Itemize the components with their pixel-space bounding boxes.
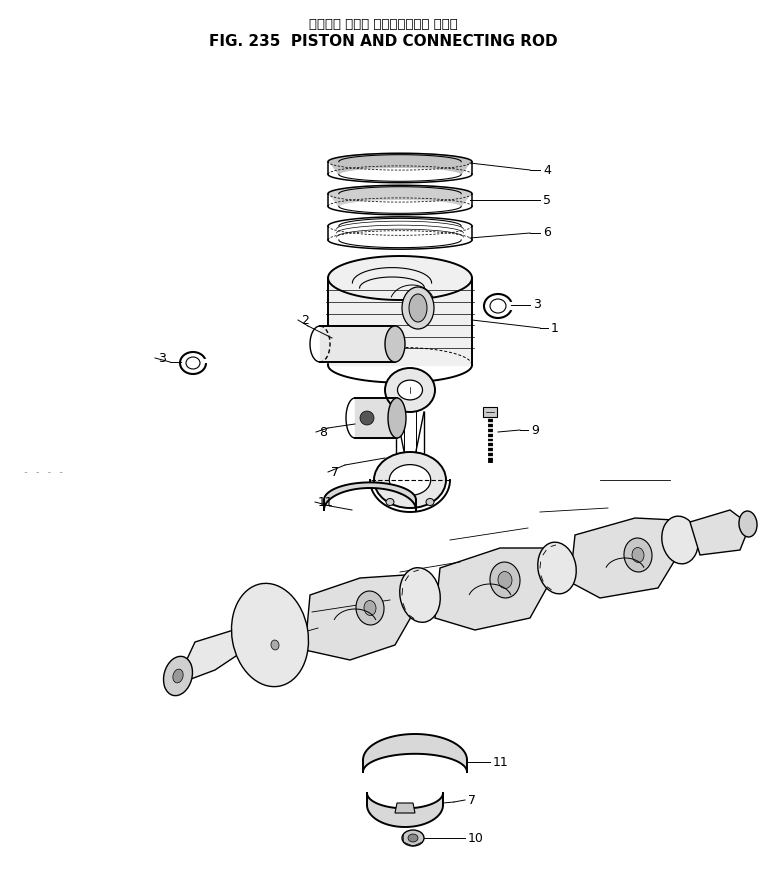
Text: 4: 4 [543,163,551,176]
FancyBboxPatch shape [483,407,497,417]
Ellipse shape [409,294,427,322]
Ellipse shape [408,834,418,842]
Ellipse shape [400,568,440,623]
Polygon shape [690,510,750,555]
Polygon shape [367,793,443,827]
Ellipse shape [397,380,423,400]
Text: 8: 8 [319,425,327,438]
Polygon shape [175,628,248,685]
Ellipse shape [490,299,506,313]
Ellipse shape [173,669,183,683]
Ellipse shape [356,591,384,625]
Text: FIG. 235  PISTON AND CONNECTING ROD: FIG. 235 PISTON AND CONNECTING ROD [209,34,558,49]
Text: ピストン および コネクティング ロッド: ピストン および コネクティング ロッド [308,18,457,31]
Ellipse shape [163,656,193,696]
Ellipse shape [426,498,434,505]
Ellipse shape [271,640,279,650]
Polygon shape [328,153,472,175]
Ellipse shape [662,516,698,564]
Ellipse shape [402,830,424,846]
Ellipse shape [232,583,308,686]
Ellipse shape [538,542,576,594]
Ellipse shape [364,601,376,616]
Text: 5: 5 [543,193,551,206]
Text: 11: 11 [493,756,509,768]
Polygon shape [328,184,472,207]
Ellipse shape [498,572,512,588]
Text: 1: 1 [551,322,559,334]
Text: 6: 6 [543,227,551,240]
Ellipse shape [186,357,200,369]
Polygon shape [305,575,415,660]
Text: 2: 2 [301,313,309,326]
Ellipse shape [360,411,374,425]
Ellipse shape [632,548,644,563]
Polygon shape [435,548,550,630]
Text: 3: 3 [158,352,166,364]
Text: 7: 7 [468,794,476,806]
Ellipse shape [739,511,757,537]
Ellipse shape [624,538,652,572]
Polygon shape [570,518,678,598]
Ellipse shape [374,452,446,508]
Text: 10: 10 [468,832,484,844]
Ellipse shape [386,498,394,505]
Polygon shape [363,734,467,772]
Text: 3: 3 [533,298,541,311]
Polygon shape [324,482,416,510]
Polygon shape [385,326,405,362]
Text: 9: 9 [531,423,539,437]
Polygon shape [328,256,472,300]
Polygon shape [395,803,415,813]
Text: - - - -: - - - - [23,467,64,477]
Ellipse shape [490,562,520,598]
Text: 7: 7 [331,466,339,479]
Text: 11: 11 [318,496,334,509]
Polygon shape [388,398,406,438]
Ellipse shape [385,368,435,412]
Ellipse shape [390,465,431,496]
Ellipse shape [402,287,434,329]
